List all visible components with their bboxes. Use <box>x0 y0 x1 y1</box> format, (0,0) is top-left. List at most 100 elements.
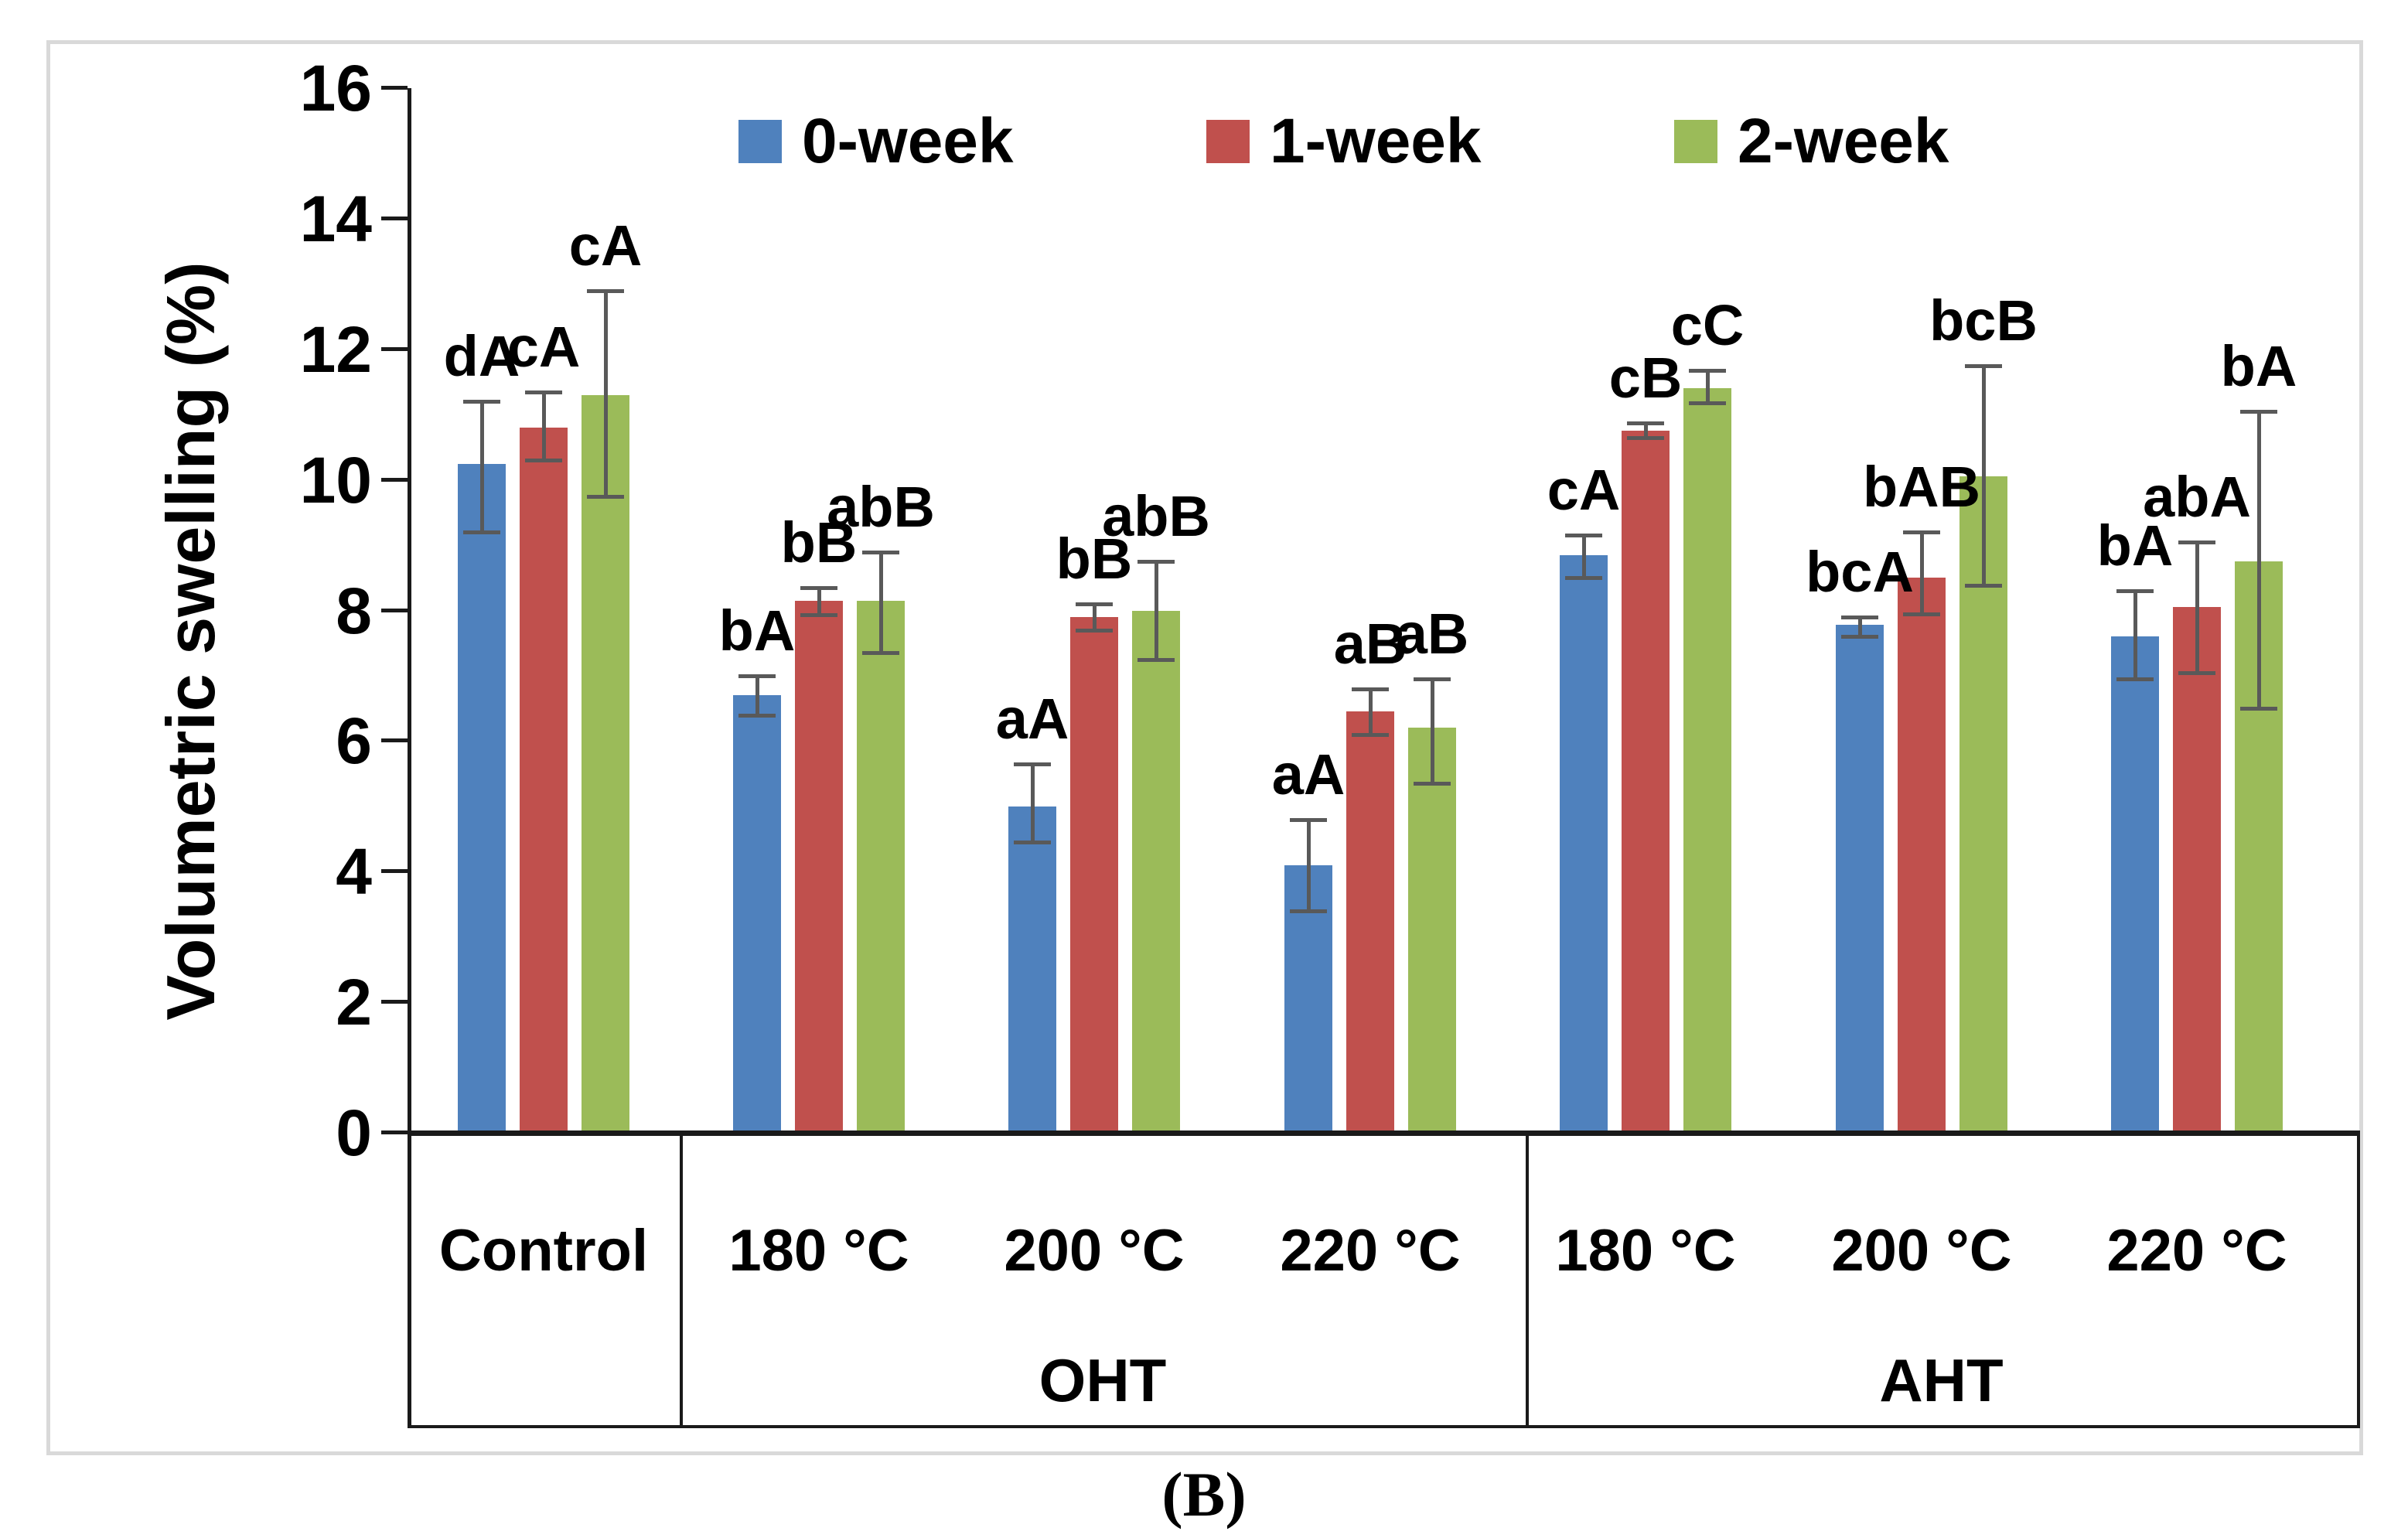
error-bar-cap-bottom <box>1137 657 1175 662</box>
bar-1-week-4 <box>1346 711 1394 1133</box>
y-axis-tick <box>381 869 408 874</box>
y-axis-tick-label: 16 <box>299 52 372 124</box>
y-axis-line <box>408 88 411 1425</box>
error-bar-cap-top <box>1290 817 1327 822</box>
y-axis-tick-label: 8 <box>336 574 372 647</box>
bar-0-week-3 <box>1008 806 1056 1133</box>
bar-2-week-5 <box>1683 388 1731 1133</box>
legend-item-1-week: 1-week <box>1206 104 1482 179</box>
error-bar-cap-top <box>2178 540 2215 544</box>
error-bar-0-week-1 <box>480 401 484 533</box>
error-bar-cap-bottom <box>587 494 624 499</box>
error-bar-cap-top <box>1627 421 1664 426</box>
error-bar-2-week-2 <box>879 551 883 653</box>
bar-1-week-6 <box>1898 578 1946 1133</box>
y-axis-tick-label: 2 <box>336 966 372 1039</box>
significance-label-1-week-6: bAB <box>1862 455 1981 520</box>
error-bar-cap-top <box>1414 677 1451 682</box>
x-table-bottom-border <box>408 1425 2360 1428</box>
y-axis-tick-label: 14 <box>299 182 372 255</box>
error-bar-cap-top <box>862 550 899 554</box>
significance-label-1-week-1: cA <box>506 314 581 379</box>
x-tick-label-4: 220 °C <box>1280 1218 1461 1284</box>
error-bar-cap-bottom <box>1903 612 1940 616</box>
legend-swatch-icon <box>1206 120 1250 163</box>
error-bar-0-week-6 <box>1858 616 1862 637</box>
x-table-divider-2 <box>1526 1133 1529 1425</box>
error-bar-cap-bottom <box>1965 584 2002 588</box>
error-bar-cap-bottom <box>2178 670 2215 675</box>
error-bar-1-week-5 <box>1644 423 1648 438</box>
error-bar-cap-top <box>1014 762 1051 766</box>
error-bar-0-week-4 <box>1307 819 1311 911</box>
bar-1-week-1 <box>520 428 568 1133</box>
legend-label: 1-week <box>1270 106 1482 176</box>
error-bar-cap-top <box>800 585 837 590</box>
bar-1-week-5 <box>1622 431 1670 1133</box>
plot-area: 0 2 4 6 8 10 12 14 16 dA bA aA aA cA bcA bA cA bB bB aB cB bA… <box>50 44 2360 1451</box>
error-bar-cap-top <box>1076 602 1113 607</box>
bar-0-week-7 <box>2111 636 2159 1133</box>
legend-item-0-week: 0-week <box>738 104 1014 179</box>
error-bar-cap-bottom <box>1841 635 1878 639</box>
error-bar-cap-bottom <box>738 713 776 718</box>
error-bar-cap-bottom <box>1290 909 1327 913</box>
error-bar-cap-bottom <box>1565 576 1602 581</box>
error-bar-cap-top <box>1137 560 1175 564</box>
error-bar-cap-bottom <box>463 530 500 535</box>
error-bar-0-week-5 <box>1582 535 1586 578</box>
bar-0-week-5 <box>1560 554 1608 1133</box>
bar-2-week-4 <box>1408 728 1456 1133</box>
y-axis-tick <box>381 346 408 351</box>
legend-label: 2-week <box>1738 106 1949 176</box>
y-axis-tick-label: 12 <box>299 312 372 386</box>
figure-caption: (B) <box>1161 1459 1247 1529</box>
error-bar-0-week-7 <box>2133 591 2137 680</box>
error-bar-cap-top <box>738 674 776 678</box>
x-tick-label-6: 200 °C <box>1831 1218 2012 1284</box>
legend-swatch-icon <box>738 120 782 163</box>
x-tick-label-2: 180 °C <box>728 1218 909 1284</box>
y-axis-tick <box>381 86 408 90</box>
error-bar-1-week-7 <box>2195 541 2199 673</box>
x-axis-baseline <box>408 1130 2360 1136</box>
error-bar-cap-bottom <box>2240 707 2277 711</box>
significance-label-1-week-5: cB <box>1608 346 1683 411</box>
significance-label-2-week-6: bcB <box>1929 288 2038 353</box>
significance-label-0-week-3: aA <box>995 686 1069 751</box>
bar-0-week-1 <box>458 463 506 1133</box>
error-bar-cap-bottom <box>1414 782 1451 786</box>
significance-label-2-week-2: abB <box>827 474 935 539</box>
significance-label-2-week-3: abB <box>1102 484 1210 549</box>
y-axis-tick-label: 10 <box>299 443 372 517</box>
error-bar-cap-bottom <box>1352 732 1389 737</box>
significance-label-2-week-7: bA <box>2220 333 2297 398</box>
significance-label-2-week-1: cA <box>568 213 643 278</box>
error-bar-cap-top <box>1903 530 1940 535</box>
x-group-label-AHT: AHT <box>1879 1346 2004 1414</box>
y-axis-tick <box>381 1130 408 1134</box>
significance-label-0-week-6: bcA <box>1806 539 1914 604</box>
error-bar-2-week-7 <box>2257 411 2261 709</box>
chart-frame: Volumetric swelling (%) 0-week 1-week 2-we… <box>46 40 2363 1455</box>
significance-label-0-week-4: aA <box>1271 742 1346 807</box>
error-bar-cap-bottom <box>800 613 837 618</box>
significance-label-1-week-7: abA <box>2143 464 2251 529</box>
error-bar-cap-bottom <box>2116 677 2154 682</box>
bar-1-week-3 <box>1070 616 1118 1133</box>
x-tick-label-1: Control <box>438 1218 649 1284</box>
error-bar-cap-bottom <box>862 651 899 656</box>
significance-label-2-week-4: aB <box>1395 602 1469 667</box>
error-bar-cap-top <box>2116 589 2154 594</box>
bar-2-week-1 <box>582 394 629 1133</box>
bar-1-week-2 <box>795 600 843 1133</box>
error-bar-cap-top <box>1841 615 1878 619</box>
error-bar-cap-top <box>463 400 500 404</box>
x-table-divider-3 <box>2357 1133 2360 1425</box>
error-bar-2-week-5 <box>1706 370 1710 403</box>
error-bar-2-week-6 <box>1982 365 1986 586</box>
significance-label-0-week-7: bA <box>2096 513 2174 578</box>
error-bar-0-week-2 <box>755 675 759 715</box>
error-bar-cap-bottom <box>1689 401 1726 405</box>
error-bar-cap-bottom <box>1014 841 1051 845</box>
